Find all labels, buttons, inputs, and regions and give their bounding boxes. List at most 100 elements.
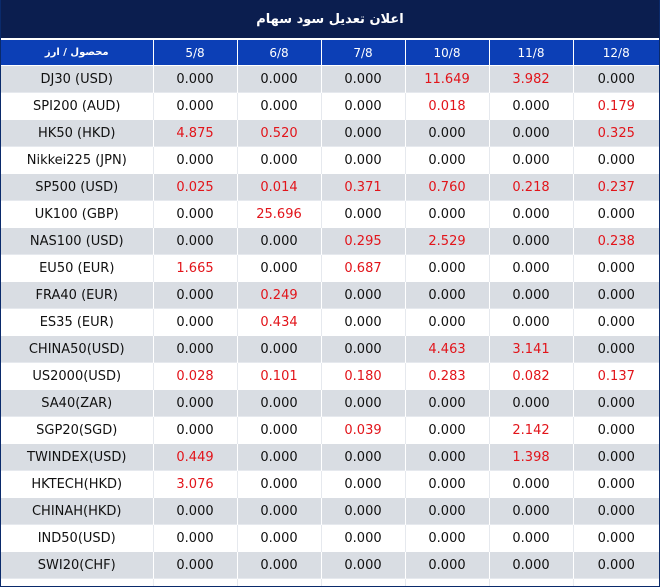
value-cell: 0.000 (404, 200, 489, 228)
value-cell: 0.000 (488, 470, 573, 498)
value-cell: 0.000 (572, 254, 659, 282)
value-cell: 0.000 (152, 497, 237, 525)
value-cell: 0.000 (572, 470, 659, 498)
value-cell: 0.371 (320, 173, 405, 201)
table-row: UK100 (GBP) 0.000 25.696 0.000 0.000 0.000 0.0… (1, 200, 659, 228)
date-column-header: 11/8 (488, 40, 573, 66)
value-cell: 0.000 (152, 308, 237, 336)
value-cell: 0.000 (488, 389, 573, 417)
table-row: ES35 (EUR) 0.000 0.434 0.000 0.000 0.000 0.000 (1, 308, 659, 336)
symbol-cell: DJ30 (USD) (1, 65, 153, 93)
value-cell: 0.237 (572, 173, 659, 201)
value-cell: 11.649 (404, 65, 489, 93)
symbol-cell: TWINDEX(USD) (1, 443, 153, 471)
value-cell: 0.000 (320, 578, 405, 586)
value-cell: 0.000 (152, 389, 237, 417)
value-cell: 0.218 (488, 173, 573, 201)
value-cell: 0.687 (320, 254, 405, 282)
value-cell: 0.000 (572, 524, 659, 552)
symbol-cell: HK50 (HKD) (1, 119, 153, 147)
value-cell: 2.529 (404, 227, 489, 255)
value-cell: 0.000 (152, 551, 237, 579)
value-cell: 0.000 (488, 281, 573, 309)
value-cell: 0.283 (404, 362, 489, 390)
table-row: CHINAH(HKD) 0.000 0.000 0.000 0.000 0.000 0.00… (1, 497, 659, 525)
value-cell: 0.000 (488, 254, 573, 282)
symbol-cell: CHINAH(HKD) (1, 497, 153, 525)
value-cell: 0.000 (404, 254, 489, 282)
value-cell: 0.449 (152, 443, 237, 471)
value-cell: 0.000 (320, 200, 405, 228)
value-cell: 0.000 (320, 308, 405, 336)
symbol-cell: ES35 (EUR) (1, 308, 153, 336)
date-column-header: 10/8 (404, 40, 489, 66)
value-cell: 0.000 (404, 308, 489, 336)
value-cell: 0.000 (236, 416, 321, 444)
value-cell: 0.000 (488, 227, 573, 255)
value-cell: 0.000 (404, 146, 489, 174)
value-cell: 0.000 (488, 551, 573, 579)
value-cell: 0.000 (152, 335, 237, 363)
page-title: اعلان تعديل سود سهام (1, 0, 659, 40)
value-cell: 0.000 (152, 200, 237, 228)
table-row: TWINDEX(USD) 0.449 0.000 0.000 0.000 1.398 0.0… (1, 443, 659, 471)
value-cell: 0.000 (404, 416, 489, 444)
value-cell: 0.295 (320, 227, 405, 255)
symbol-column-header: محصول / ارز (1, 40, 153, 66)
value-cell: 0.520 (236, 119, 321, 147)
value-cell: 0.000 (236, 578, 321, 586)
symbol-cell: SWI20(CHF) (1, 551, 153, 579)
value-cell: 0.000 (572, 551, 659, 579)
value-cell: 0.137 (572, 362, 659, 390)
value-cell: 0.000 (236, 470, 321, 498)
value-cell: 0.000 (488, 497, 573, 525)
value-cell: 0.000 (236, 389, 321, 417)
symbol-cell: IND50(USD) (1, 524, 153, 552)
value-cell: 0.180 (320, 362, 405, 390)
value-cell: 0.238 (572, 227, 659, 255)
value-cell: 0.000 (152, 578, 237, 586)
dividend-table: محصول / ارز 5/8 6/8 7/8 10/8 11/8 12/8 D… (1, 40, 659, 586)
value-cell: 0.082 (488, 362, 573, 390)
value-cell: 0.000 (236, 551, 321, 579)
value-cell: 0.000 (488, 524, 573, 552)
symbol-cell: HKTECH(HKD) (1, 470, 153, 498)
value-cell: 0.000 (152, 524, 237, 552)
value-cell: 0.000 (404, 578, 489, 586)
symbol-cell: EU50 (EUR) (1, 254, 153, 282)
symbol-cell: SP500 (USD) (1, 173, 153, 201)
value-cell: 0.434 (236, 308, 321, 336)
value-cell: 0.028 (152, 362, 237, 390)
date-column-header: 12/8 (572, 40, 659, 66)
value-cell: 0.000 (320, 497, 405, 525)
table-row: SWI20(CHF) 0.000 0.000 0.000 0.000 0.000 0.000 (1, 551, 659, 579)
date-column-header: 6/8 (236, 40, 321, 66)
value-cell: 0.000 (488, 119, 573, 147)
value-cell: 0.039 (320, 416, 405, 444)
value-cell: 0.000 (320, 65, 405, 93)
table-row: DJ30 (USD) 0.000 0.000 0.000 11.649 3.982 0.00… (1, 65, 659, 93)
value-cell: 0.179 (572, 92, 659, 120)
table-row: FRA40 (EUR) 0.000 0.249 0.000 0.000 0.000 0.00… (1, 281, 659, 309)
symbol-cell: NAS100 (USD) (1, 227, 153, 255)
value-cell: 0.000 (404, 389, 489, 417)
value-cell: 0.000 (572, 497, 659, 525)
symbol-cell: CHINA50(USD) (1, 335, 153, 363)
value-cell: 0.000 (488, 308, 573, 336)
value-cell: 0.000 (404, 470, 489, 498)
value-cell: 3.982 (488, 65, 573, 93)
value-cell: 2.142 (488, 416, 573, 444)
value-cell: 0.014 (236, 173, 321, 201)
value-cell: 0.000 (572, 578, 659, 586)
table-row: HKTECH(HKD) 3.076 0.000 0.000 0.000 0.000 0.00… (1, 470, 659, 498)
table-row: SPI200 (AUD) 0.000 0.000 0.000 0.018 0.000 0.1… (1, 92, 659, 120)
table-row: HK50 (HKD) 4.875 0.520 0.000 0.000 0.000 0.325 (1, 119, 659, 147)
table-row: SA40(ZAR) 0.000 0.000 0.000 0.000 0.000 0.000 (1, 389, 659, 417)
value-cell: 0.000 (404, 524, 489, 552)
value-cell: 0.000 (152, 92, 237, 120)
value-cell: 0.000 (572, 416, 659, 444)
table-row: IND50(USD) 0.000 0.000 0.000 0.000 0.000 0.000 (1, 524, 659, 552)
table-row: Nikkei225 (JPN) 0.000 0.000 0.000 0.000 0.000… (1, 146, 659, 174)
value-cell: 0.000 (320, 92, 405, 120)
symbol-cell: FRA40 (EUR) (1, 281, 153, 309)
